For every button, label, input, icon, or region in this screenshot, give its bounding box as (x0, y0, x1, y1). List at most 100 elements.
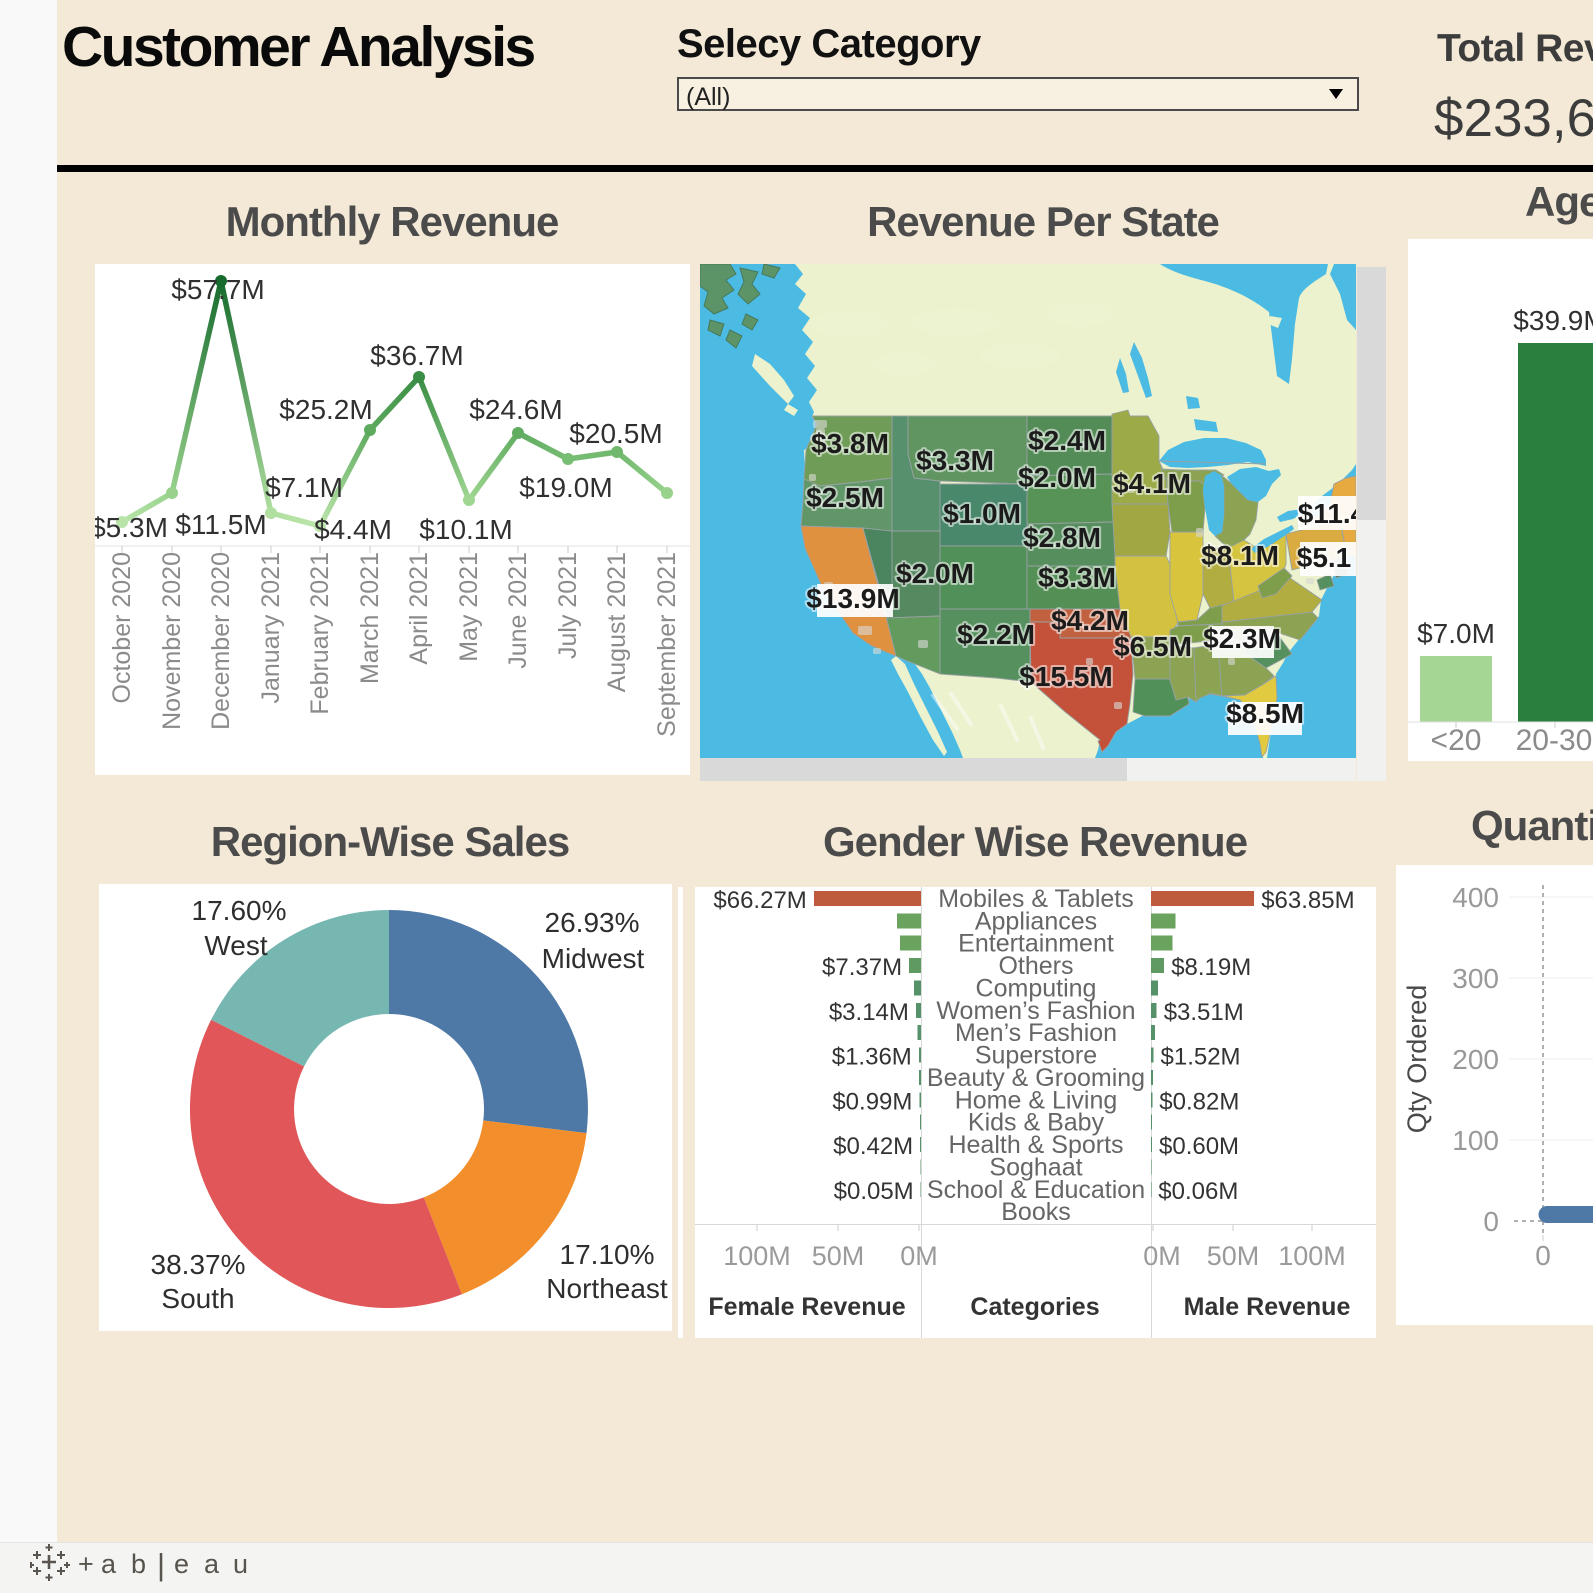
svg-text:$11.5M: $11.5M (175, 509, 266, 540)
svg-text:|: | (157, 1547, 165, 1582)
svg-text:Books: Books (1001, 1198, 1070, 1226)
svg-text:$25.2M: $25.2M (279, 394, 372, 425)
svg-text:$8.19M: $8.19M (1171, 954, 1251, 981)
svg-text:June 2021: June 2021 (504, 552, 532, 669)
svg-text:u: u (233, 1549, 248, 1579)
svg-text:$1.36M: $1.36M (832, 1044, 912, 1071)
svg-text:17.60%: 17.60% (192, 895, 287, 926)
svg-text:December 2020: December 2020 (207, 552, 235, 730)
svg-text:$2.4M: $2.4M (1028, 425, 1106, 456)
svg-text:$7.1M: $7.1M (265, 472, 343, 503)
svg-text:26.93%: 26.93% (545, 907, 640, 938)
svg-text:Home & Living: Home & Living (955, 1086, 1118, 1114)
svg-text:20-30: 20-30 (1516, 724, 1593, 757)
svg-text:$2.8M: $2.8M (1023, 522, 1101, 553)
svg-text:e: e (174, 1549, 189, 1579)
svg-text:March 2021: March 2021 (356, 552, 384, 684)
svg-text:0M: 0M (1143, 1241, 1181, 1271)
svg-text:$2.5M: $2.5M (806, 482, 884, 513)
svg-text:$2.3M: $2.3M (1203, 623, 1281, 654)
svg-text:$3.3M: $3.3M (916, 445, 994, 476)
svg-text:$15.5M: $15.5M (1019, 661, 1112, 692)
svg-text:$13.9M: $13.9M (806, 583, 899, 614)
svg-text:$6.5M: $6.5M (1114, 631, 1192, 662)
svg-text:Others: Others (998, 952, 1073, 980)
svg-text:$63.85M: $63.85M (1261, 887, 1354, 914)
svg-text:May 2021: May 2021 (455, 552, 483, 662)
svg-text:b: b (131, 1549, 146, 1579)
svg-text:$2.0M: $2.0M (1018, 462, 1096, 493)
svg-text:School & Education: School & Education (927, 1176, 1145, 1204)
svg-text:Northeast: Northeast (546, 1273, 668, 1304)
svg-text:Qty Ordered: Qty Ordered (1402, 985, 1432, 1134)
svg-text:100M: 100M (1278, 1241, 1346, 1271)
svg-text:Male Revenue: Male Revenue (1184, 1293, 1351, 1321)
svg-text:Kids & Baby: Kids & Baby (968, 1109, 1105, 1137)
svg-text:August 2021: August 2021 (603, 552, 631, 692)
svg-text:Superstore: Superstore (975, 1042, 1097, 1070)
svg-text:$3.14M: $3.14M (829, 999, 909, 1026)
svg-text:Female Revenue: Female Revenue (708, 1293, 905, 1321)
svg-text:Appliances: Appliances (975, 907, 1097, 935)
svg-text:50M: 50M (1207, 1241, 1260, 1271)
svg-text:February 2021: February 2021 (306, 552, 334, 715)
svg-text:0M: 0M (900, 1241, 938, 1271)
svg-text:0: 0 (1535, 1240, 1551, 1271)
svg-text:$10.1M: $10.1M (419, 514, 512, 545)
svg-text:$19.0M: $19.0M (519, 472, 612, 503)
svg-text:$1.0M: $1.0M (943, 498, 1021, 529)
svg-text:50M: 50M (812, 1241, 865, 1271)
svg-text:Midwest: Midwest (542, 943, 645, 974)
svg-text:$11.4: $11.4 (1298, 498, 1356, 529)
svg-text:38.37%: 38.37% (151, 1249, 246, 1280)
svg-text:Mobiles & Tablets: Mobiles & Tablets (938, 887, 1133, 913)
svg-text:$57.7M: $57.7M (171, 274, 264, 305)
svg-text:$0.06M: $0.06M (1158, 1178, 1238, 1205)
svg-text:$4.4M: $4.4M (314, 514, 392, 545)
svg-text:17.10%: 17.10% (560, 1239, 655, 1270)
svg-text:$2.2M: $2.2M (957, 619, 1035, 650)
svg-text:$4.1M: $4.1M (1113, 468, 1191, 499)
svg-text:Women’s Fashion: Women’s Fashion (936, 997, 1135, 1025)
svg-text:0: 0 (1483, 1206, 1499, 1237)
svg-text:$1.52M: $1.52M (1161, 1044, 1241, 1071)
svg-text:$5.1: $5.1 (1297, 542, 1352, 573)
svg-text:a: a (101, 1549, 117, 1579)
svg-text:$8.5M: $8.5M (1226, 698, 1304, 729)
svg-text:$0.60M: $0.60M (1159, 1133, 1239, 1160)
svg-text:$39.9M: $39.9M (1513, 305, 1593, 336)
svg-text:$7.37M: $7.37M (822, 954, 902, 981)
svg-text:$4.2M: $4.2M (1051, 605, 1129, 636)
svg-text:$24.6M: $24.6M (469, 394, 562, 425)
svg-text:100M: 100M (723, 1241, 791, 1271)
svg-text:$5.3M: $5.3M (95, 512, 168, 543)
svg-text:January 2021: January 2021 (257, 552, 285, 704)
svg-text:300: 300 (1452, 963, 1499, 994)
svg-text:+: + (78, 1549, 94, 1579)
svg-text:Beauty & Grooming: Beauty & Grooming (927, 1064, 1145, 1092)
svg-text:Health & Sports: Health & Sports (948, 1131, 1123, 1159)
svg-text:$3.3M: $3.3M (1038, 562, 1116, 593)
svg-text:Entertainment: Entertainment (958, 930, 1114, 958)
svg-text:September 2021: September 2021 (653, 552, 681, 737)
svg-text:$8.1M: $8.1M (1201, 540, 1279, 571)
svg-text:April 2021: April 2021 (405, 552, 433, 665)
svg-text:400: 400 (1452, 882, 1499, 913)
svg-text:$0.42M: $0.42M (833, 1133, 913, 1160)
svg-text:a: a (204, 1549, 220, 1579)
svg-text:$0.82M: $0.82M (1159, 1088, 1239, 1115)
svg-text:100: 100 (1452, 1125, 1499, 1156)
svg-text:October 2020: October 2020 (108, 552, 136, 704)
svg-text:200: 200 (1452, 1044, 1499, 1075)
svg-text:$0.05M: $0.05M (834, 1178, 914, 1205)
svg-text:July 2021: July 2021 (554, 552, 582, 659)
svg-text:Men’s Fashion: Men’s Fashion (955, 1019, 1117, 1047)
svg-text:$20.5M: $20.5M (569, 418, 662, 449)
svg-text:Categories: Categories (970, 1293, 1099, 1321)
svg-text:<20: <20 (1431, 724, 1482, 757)
svg-text:$36.7M: $36.7M (370, 340, 463, 371)
svg-text:South: South (161, 1283, 234, 1314)
svg-text:Computing: Computing (976, 975, 1097, 1003)
svg-text:$0.99M: $0.99M (832, 1088, 912, 1115)
svg-text:$3.51M: $3.51M (1164, 999, 1244, 1026)
